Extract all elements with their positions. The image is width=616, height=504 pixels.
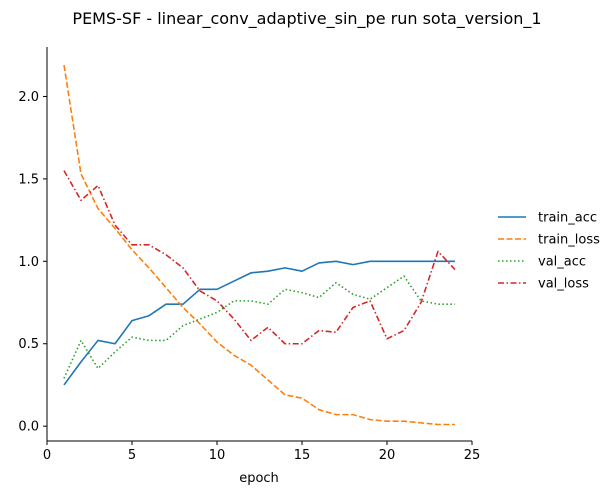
y-tick-label: 1.5: [18, 172, 39, 187]
legend-label-train-acc: train_acc: [538, 211, 597, 226]
series-line-val-acc: [63, 275, 455, 379]
x-axis-label: epoch: [239, 471, 279, 486]
legend: train_acc train_loss val_acc val_loss: [498, 211, 600, 292]
series-line-val-loss: [63, 170, 456, 345]
legend-label-val-acc: val_acc: [538, 255, 586, 270]
legend-label-train-loss: train_loss: [538, 233, 600, 248]
x-tick-label: 15: [294, 448, 311, 463]
series-line-train-acc: [63, 260, 455, 386]
plot-area: [63, 65, 456, 426]
x-tick-label: 5: [128, 448, 136, 463]
x-tick-label: 20: [379, 448, 396, 463]
x-tick-label: 25: [464, 448, 481, 463]
y-tick-label: 1.0: [18, 255, 39, 270]
chart-title: PEMS-SF - linear_conv_adaptive_sin_pe ru…: [72, 9, 541, 29]
axes: 0 5 10 15 20 25 0.0 0.5 1.0 1.5 2.0: [18, 47, 480, 463]
y-tick-label: 0.5: [18, 337, 39, 352]
x-tick-label: 10: [209, 448, 226, 463]
x-tick-label: 0: [43, 448, 51, 463]
y-tick-label: 0.0: [18, 420, 39, 435]
y-tick-label: 2.0: [18, 90, 39, 105]
legend-label-val-loss: val_loss: [538, 277, 589, 292]
series-line-train-loss: [63, 65, 455, 426]
